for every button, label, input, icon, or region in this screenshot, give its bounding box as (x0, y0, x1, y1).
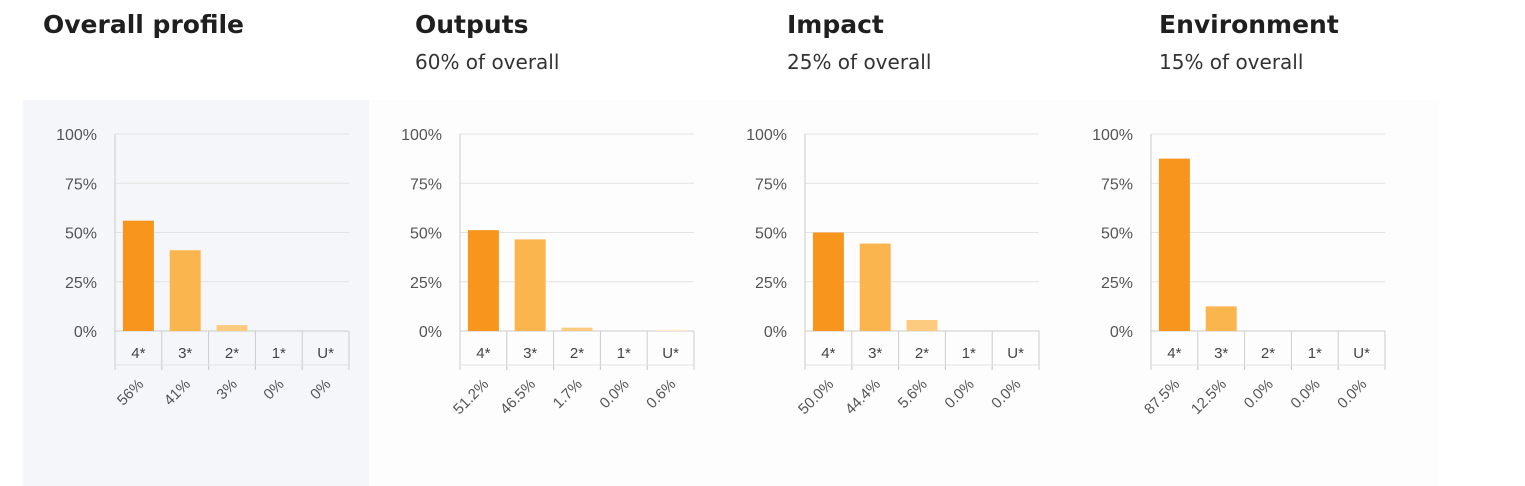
overall-header: Overall profile (43, 8, 244, 42)
outputs-bar-unclassified (655, 329, 687, 331)
impact-bar-4-star (812, 232, 844, 331)
impact-value-label-3-star: 44.4% (842, 376, 884, 418)
overall-y-tick-label: 100% (56, 127, 97, 144)
environment-category-label-4-star: 4* (1167, 345, 1181, 362)
outputs-value-label-unclassified: 0.6% (643, 376, 679, 412)
outputs-value-label-1-star: 0.0% (596, 376, 632, 412)
overall-category-label-unclassified: U* (317, 345, 334, 362)
overall-y-tick-label: 50% (65, 226, 97, 243)
overall-y-tick-label: 25% (65, 275, 97, 292)
impact-y-tick-label: 25% (755, 275, 787, 292)
impact-category-label-1-star: 1* (962, 345, 976, 362)
outputs-title: Outputs (415, 10, 529, 39)
environment-title: Environment (1159, 10, 1339, 39)
outputs-category-label-2-star: 2* (570, 345, 584, 362)
outputs-category-label-4-star: 4* (476, 345, 490, 362)
environment-y-tick-label: 50% (1101, 226, 1133, 243)
impact-y-tick-label: 100% (746, 127, 787, 144)
outputs-bar-4-star (467, 230, 499, 331)
outputs-category-label-1-star: 1* (617, 345, 631, 362)
overall-bar-4-star (122, 220, 154, 331)
overall-bar-2-star (216, 325, 248, 331)
overall-bar-3-star (169, 250, 201, 331)
impact-bar-2-star (906, 319, 938, 331)
outputs-y-tick-label: 75% (410, 176, 442, 193)
environment-y-tick-label: 75% (1101, 176, 1133, 193)
environment-y-tick-label: 25% (1101, 275, 1133, 292)
outputs-bar-3-star (514, 239, 546, 331)
overall-y-tick-label: 0% (74, 324, 97, 341)
overall-value-label-1-star: 0% (260, 376, 287, 403)
impact-title: Impact (787, 10, 884, 39)
impact-value-label-1-star: 0.0% (941, 376, 977, 412)
overall-category-label-2-star: 2* (225, 345, 239, 362)
impact-category-label-4-star: 4* (821, 345, 835, 362)
outputs-y-tick-label: 50% (410, 226, 442, 243)
overall-category-label-4-star: 4* (131, 345, 145, 362)
impact-category-label-unclassified: U* (1007, 345, 1024, 362)
impact-category-label-2-star: 2* (915, 345, 929, 362)
environment-y-tick-label: 100% (1092, 127, 1133, 144)
environment-value-label-2-star: 0.0% (1241, 376, 1277, 412)
environment-bar-4-star (1158, 158, 1190, 331)
impact-value-label-unclassified: 0.0% (988, 376, 1024, 412)
environment-weight: 15% of overall (1159, 50, 1304, 74)
environment-value-label-unclassified: 0.0% (1334, 376, 1370, 412)
impact-y-tick-label: 75% (755, 176, 787, 193)
outputs-category-label-3-star: 3* (523, 345, 537, 362)
impact-value-label-2-star: 5.6% (895, 376, 931, 412)
impact-y-tick-label: 0% (764, 324, 787, 341)
impact-weight: 25% of overall (787, 50, 932, 74)
environment-category-label-unclassified: U* (1353, 345, 1370, 362)
impact-category-label-3-star: 3* (868, 345, 882, 362)
environment-value-label-1-star: 0.0% (1287, 376, 1323, 412)
environment-y-tick-label: 0% (1110, 324, 1133, 341)
outputs-category-label-unclassified: U* (662, 345, 679, 362)
outputs-value-label-2-star: 1.7% (550, 376, 586, 412)
environment-value-label-3-star: 12.5% (1188, 376, 1230, 418)
outputs-y-tick-label: 25% (410, 275, 442, 292)
environment-category-label-3-star: 3* (1214, 345, 1228, 362)
overall-category-label-3-star: 3* (178, 345, 192, 362)
outputs-weight: 60% of overall (415, 50, 560, 74)
outputs-header: Outputs 60% of overall (415, 8, 559, 76)
environment-bar-3-star (1205, 306, 1237, 331)
impact-bar-3-star (859, 243, 891, 331)
overall-value-label-3-star: 41% (161, 376, 194, 409)
environment-category-label-1-star: 1* (1308, 345, 1322, 362)
outputs-value-label-4-star: 51.2% (450, 376, 492, 418)
outputs-value-label-3-star: 46.5% (497, 376, 539, 418)
environment-category-label-2-star: 2* (1261, 345, 1275, 362)
outputs-y-tick-label: 100% (401, 127, 442, 144)
impact-header: Impact 25% of overall (787, 8, 931, 76)
overall-title: Overall profile (43, 10, 245, 39)
overall-category-label-1-star: 1* (272, 345, 286, 362)
environment-header: Environment 15% of overall (1159, 8, 1339, 76)
sub-profiles-panel-background (369, 100, 1439, 486)
impact-y-tick-label: 50% (755, 226, 787, 243)
overall-value-label-4-star: 56% (114, 376, 147, 409)
environment-value-label-4-star: 87.5% (1141, 376, 1183, 418)
overall-value-label-2-star: 3% (213, 376, 240, 403)
impact-value-label-4-star: 50.0% (795, 376, 837, 418)
overall-value-label-unclassified: 0% (307, 376, 334, 403)
outputs-y-tick-label: 0% (419, 324, 442, 341)
overall-y-tick-label: 75% (65, 176, 97, 193)
outputs-bar-2-star (561, 327, 593, 331)
